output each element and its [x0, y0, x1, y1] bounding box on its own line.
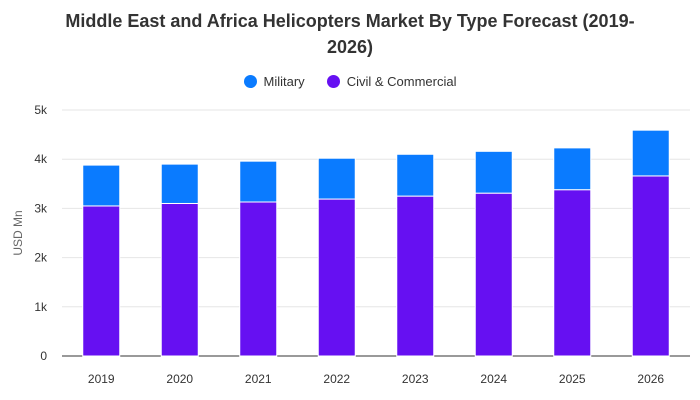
x-tick-label: 2022	[323, 372, 350, 386]
bar-civil-commercial	[553, 189, 592, 357]
y-tick-label: 1k	[34, 300, 48, 314]
legend-label-military: Military	[263, 74, 305, 89]
bar-military	[239, 160, 278, 203]
x-tick-label: 2020	[166, 372, 193, 386]
bar-military	[396, 153, 435, 197]
legend-swatch-military	[243, 75, 257, 88]
bar-civil-commercial	[631, 175, 670, 357]
bar-military	[474, 150, 513, 194]
x-tick-label: 2026	[637, 372, 664, 386]
y-axis-title: USD Mn	[11, 210, 25, 255]
y-tick-label: 2k	[34, 251, 48, 265]
bar-military	[317, 157, 356, 200]
bar-military	[631, 129, 670, 177]
legend-swatch-civil-commercial	[326, 75, 340, 88]
chart-legend: Military Civil & Commercial	[0, 74, 700, 89]
x-tick-label: 2024	[480, 372, 507, 386]
legend-label-civil-commercial: Civil & Commercial	[346, 74, 457, 89]
bar-civil-commercial	[82, 205, 121, 357]
legend-item-civil-commercial[interactable]: Civil & Commercial	[326, 74, 457, 89]
x-tick-label: 2019	[88, 372, 115, 386]
chart-title-line-1: Middle East and Africa Helicopters Marke…	[65, 11, 635, 31]
bar-civil-commercial	[396, 195, 435, 357]
bar-civil-commercial	[160, 202, 199, 357]
bar-military	[553, 147, 592, 191]
chart-title: Middle East and Africa Helicopters Marke…	[20, 8, 680, 60]
y-tick-label: 5k	[34, 103, 48, 117]
x-tick-label: 2021	[245, 372, 272, 386]
legend-item-military[interactable]: Military	[243, 74, 305, 89]
y-tick-label: 4k	[34, 152, 48, 166]
bar-military	[82, 164, 121, 207]
x-tick-label: 2025	[559, 372, 586, 386]
bar-civil-commercial	[317, 198, 356, 357]
y-tick-label: 3k	[34, 201, 48, 215]
bar-civil-commercial	[239, 201, 278, 357]
bar-military	[160, 163, 199, 204]
y-tick-label: 0	[40, 349, 47, 363]
bar-civil-commercial	[474, 192, 513, 357]
chart-title-line-2: 2026)	[326, 37, 374, 57]
x-tick-label: 2023	[402, 372, 429, 386]
